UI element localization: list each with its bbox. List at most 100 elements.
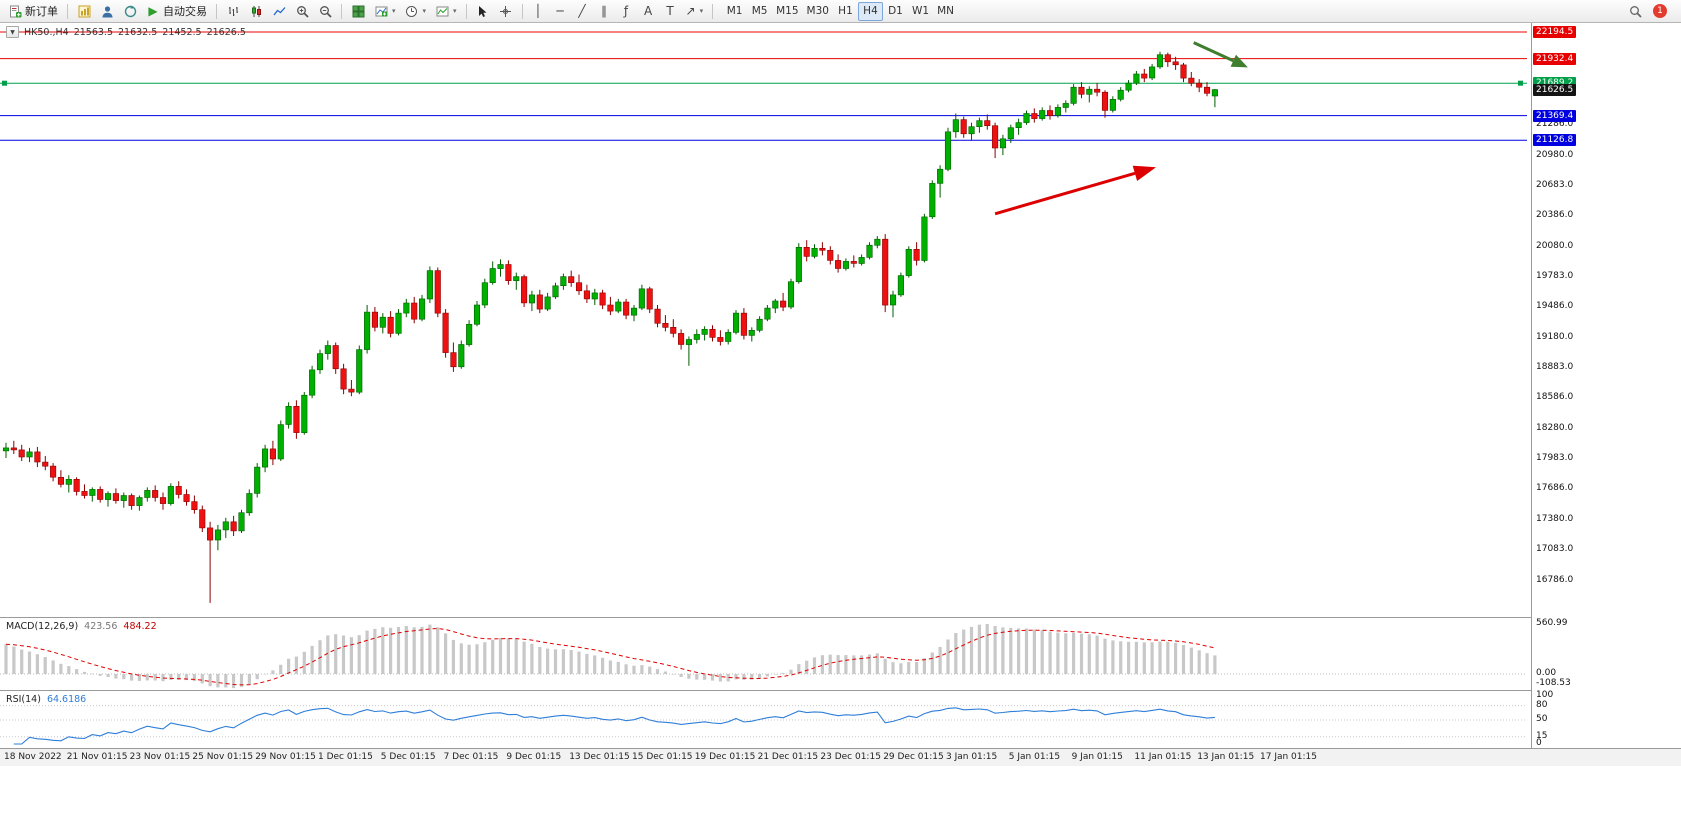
line-chart-button[interactable] [268,2,290,21]
price-axis-tick: 17083.0 [1536,544,1574,555]
rsi-axis-level: 100 [1536,690,1554,700]
channel-button[interactable]: ∥ [594,2,615,21]
rsi-chart[interactable] [0,692,1531,749]
toolbar-separator [521,3,523,19]
toolbar-separator [465,3,467,19]
time-axis-label: 15 Dec 01:15 [632,752,693,762]
price-line-label: 21932.4 [1533,52,1577,65]
symbol-period-label: HK50.,H4 [24,26,69,38]
text-icon: A [643,4,653,18]
price-axis-tick: 19783.0 [1536,270,1574,281]
timeframe-group: M1 M5 M15 M30 H1 H4 D1 W1 MN [722,1,958,21]
price-axis-tick: 18280.0 [1536,423,1574,434]
bar-chart-button[interactable] [222,2,244,21]
price-axis-tick: 20683.0 [1536,179,1574,190]
navigator-icon [100,4,114,18]
price-axis-tick: 20080.0 [1536,240,1574,251]
zoom-in-button[interactable] [291,2,313,21]
toolbar-separator [712,3,714,19]
zoom-out-button[interactable] [314,2,336,21]
price-axis-tick: 19486.0 [1536,300,1574,311]
time-axis-label: 13 Jan 01:15 [1197,752,1255,762]
toolbar-right-group: 1 [1624,2,1677,21]
macd-chart[interactable] [0,619,1531,691]
price-axis-tick: 20980.0 [1536,149,1574,160]
price-axis-tick: 20386.0 [1536,209,1574,220]
toolbar-separator [67,3,68,19]
cursor-button[interactable] [472,2,494,21]
chart-info: ▼ HK50.,H4 21563.5 21632.5 21452.5 21626… [6,26,246,38]
new-chart-icon [374,4,388,18]
zoom-in-icon [295,4,309,18]
price-axis-tick: 18883.0 [1536,362,1574,372]
new-order-label: 新订单 [25,5,58,18]
new-chart-button[interactable]: ▾ [370,2,400,21]
candlestick-chart-button[interactable] [245,2,267,21]
horizontal-line-button[interactable]: ─ [550,2,571,21]
timeframe-button-H4[interactable]: H4 [857,1,883,21]
time-axis-label: 23 Nov 01:15 [129,752,191,762]
terminal-icon [123,4,137,18]
fibonacci-button[interactable]: ƒ [616,2,637,21]
time-axis[interactable]: 18 Nov 2022 21 Nov 01:15 23 Nov 01:15 25 No… [0,748,1681,766]
macd-axis-zero: 0.00 [1536,668,1557,678]
indicators-button[interactable]: ▾ [431,2,461,21]
timeframe-button-W1[interactable]: W1 [908,2,933,21]
price-axis-tick: 21286.0 [1536,118,1574,129]
time-axis-label: 5 Jan 01:15 [1008,752,1061,762]
price-axis-tick: 17983.0 [1536,453,1574,464]
chevron-down-icon: ▾ [392,7,396,15]
tile-windows-button[interactable] [347,2,369,21]
time-axis-label: 29 Nov 01:15 [255,752,316,762]
text-button[interactable]: A [638,2,659,21]
rsi-name: RSI(14) [6,694,41,705]
navigator-button[interactable] [96,2,118,21]
macd-axis-min: -108.53 [1536,678,1571,688]
search-button[interactable] [1624,2,1646,21]
new-order-button[interactable]: 新订单 [4,2,62,21]
chevron-down-icon: ▾ [453,7,457,15]
toolbar-separator [216,3,217,19]
notification-badge[interactable]: 1 [1653,4,1667,18]
price-axis-tick: 19180.0 [1536,331,1574,342]
arrows-button[interactable]: ↗ ▾ [682,2,708,21]
time-axis-label: 13 Dec 01:15 [569,752,630,762]
timeframe-button-D1[interactable]: D1 [883,2,908,21]
crosshair-icon [499,4,513,18]
one-click-dropdown-button[interactable]: ▼ [6,26,19,38]
terminal-button[interactable] [119,2,141,21]
current-price-label: 21626.5 [1533,83,1577,96]
timeframe-button-M5[interactable]: M5 [747,2,772,21]
timeframe-button-M30[interactable]: M30 [803,2,833,21]
crosshair-button[interactable] [495,2,517,21]
main-toolbar: 新订单 ▶ 自动交易 ▾ ▾ ▾ │ ─ ╱ ∥ ƒ A T ↗ ▾ M1 M5 M1 [0,0,1681,23]
timeframe-button-M1[interactable]: M1 [722,2,747,21]
vertical-line-button[interactable]: │ [528,2,549,21]
time-axis-label: 18 Nov 2022 [4,752,62,762]
timeframe-button-H1[interactable]: H1 [833,2,858,21]
market-watch-button[interactable] [73,2,95,21]
bar-chart-icon [226,4,240,18]
rsi-label: RSI(14) 64.6186 [6,694,86,705]
price-chart[interactable] [0,23,1531,617]
price-axis-tick: 16786.0 [1536,574,1574,585]
vertical-line-icon: │ [534,4,542,18]
candlestick-chart-icon [249,4,263,18]
text-label-button[interactable]: T [660,2,681,21]
timeframe-button-MN[interactable]: MN [933,2,958,21]
trendline-button[interactable]: ╱ [572,2,593,21]
channel-icon: ∥ [601,4,608,18]
time-axis-label: 9 Dec 01:15 [506,752,562,762]
autotrading-button[interactable]: ▶ 自动交易 [142,2,211,21]
macd-panel: MACD(12,26,9) 423.56 484.22 [0,617,1681,690]
timeframe-button-M15[interactable]: M15 [772,2,802,21]
market-watch-icon [77,4,91,18]
price-axis[interactable]: 21286.0 20980.0 20683.0 20386.0 20080.0 19783… [1531,23,1681,748]
zoom-out-icon [318,4,332,18]
rsi-axis-level: 15 [1536,730,1548,741]
time-axis-label: 19 Dec 01:15 [694,752,756,762]
ohlc-low: 21452.5 [162,26,202,38]
time-axis-label: 21 Dec 01:15 [757,752,819,762]
periods-button[interactable]: ▾ [401,2,431,21]
